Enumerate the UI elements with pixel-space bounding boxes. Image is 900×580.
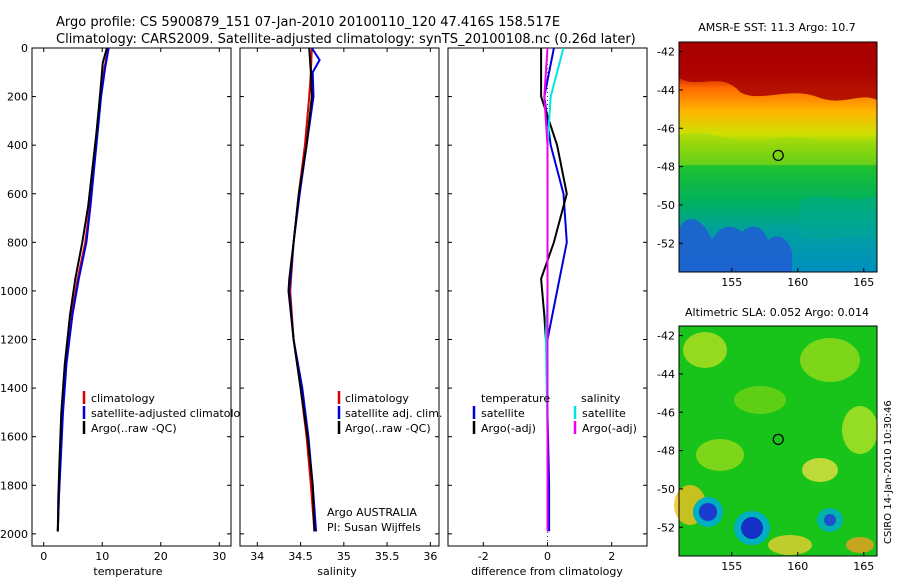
argo-float-marker <box>772 433 784 445</box>
csiro-timestamp: CSIRO 14-Jan-2010 10:30:46 <box>883 400 894 544</box>
sla-anomaly <box>741 517 763 539</box>
cold-water-region <box>679 219 792 272</box>
x-tick-label: 35 <box>337 550 351 563</box>
x-tick-label: 20 <box>154 550 168 563</box>
figure-title-line2: Climatology: CARS2009. Satellite-adjuste… <box>56 32 636 47</box>
sla-anomaly <box>699 503 717 521</box>
sla-anomaly <box>696 439 744 471</box>
y-tick-label: -42 <box>657 46 675 59</box>
mixed-water-region <box>800 196 877 240</box>
sla-anomaly <box>734 386 786 414</box>
y-tick-label: 1200 <box>0 334 28 347</box>
legend-label: satellite adj. clim. <box>345 407 442 420</box>
x-tick-label: 36 <box>423 550 437 563</box>
figure-title-line1: Argo profile: CS 5900879_151 07-Jan-2010… <box>56 15 560 30</box>
x-tick-label: 0 <box>40 550 47 563</box>
y-tick-label: -48 <box>657 445 675 458</box>
y-tick-label: 0 <box>21 42 28 55</box>
legend-label: climatology <box>345 392 409 405</box>
legend-group-title: salinity <box>581 392 621 405</box>
y-tick-label: 1400 <box>0 382 28 395</box>
x-tick-label: 10 <box>95 550 109 563</box>
y-tick-label: -46 <box>657 122 675 135</box>
legend-label: satellite-adjusted climatology <box>91 407 254 420</box>
x-tick-label: 2 <box>608 550 615 563</box>
y-tick-label: 600 <box>7 188 28 201</box>
difference-legend: temperature satellite Argo(-adj) salinit… <box>472 392 637 435</box>
legend-label: Argo(..raw -QC) <box>345 422 431 435</box>
y-tick-label: 1800 <box>0 479 28 492</box>
series-line-satellite-adjusted-climatology <box>56 48 110 532</box>
difference-xlabel: difference from climatology <box>471 565 623 578</box>
y-tick-label: -52 <box>657 237 675 250</box>
x-tick-label: 165 <box>853 560 874 573</box>
y-tick-label: 400 <box>7 139 28 152</box>
x-tick-label: 155 <box>721 276 742 289</box>
x-tick-label: -2 <box>478 550 489 563</box>
salinity-panel: 34 34.5 35 35.5 36 salinity climatology sate… <box>239 47 442 578</box>
y-tick-label: 800 <box>7 236 28 249</box>
y-tick-label: -46 <box>657 406 675 419</box>
salinity-legend: climatology satellite adj. clim. Argo(..… <box>337 391 442 435</box>
difference-panel: -2 0 2 difference from climatology tempera… <box>447 47 648 578</box>
legend-label: satellite <box>582 407 626 420</box>
x-tick-label: 160 <box>787 560 808 573</box>
sla-field-features <box>674 332 878 555</box>
legend-label: Argo(-adj) <box>481 422 536 435</box>
frontal-band <box>679 132 877 165</box>
legend-label: Argo(..raw -QC) <box>91 422 177 435</box>
sla-anomaly <box>683 332 727 368</box>
x-tick-label: 0 <box>544 550 551 563</box>
temperature-panel: 0 10 20 30 0 200 400 600 800 1000 1200 1400 1600 1800… <box>0 42 254 578</box>
y-tick-label: -50 <box>657 199 675 212</box>
sla-map-panel: Altimetric SLA: 0.052 Argo: 0.014 155 160… <box>657 306 878 573</box>
x-tick-label: 155 <box>721 560 742 573</box>
temperature-xlabel: temperature <box>93 565 162 578</box>
sla-anomaly <box>802 458 838 482</box>
x-tick-label: 160 <box>787 276 808 289</box>
salinity-axes-box <box>239 47 440 547</box>
salinity-xlabel: salinity <box>317 565 357 578</box>
pi-annotation: PI: Susan Wijffels <box>327 521 421 534</box>
sst-field-features <box>679 42 877 272</box>
sst-map-title: AMSR-E SST: 11.3 Argo: 10.7 <box>698 21 856 34</box>
y-tick-label: -42 <box>657 330 675 343</box>
temperature-legend: climatology satellite-adjusted climatolo… <box>82 391 254 435</box>
legend-label: climatology <box>91 392 155 405</box>
x-tick-label: 34 <box>250 550 264 563</box>
series-line-argo-raw-qc <box>287 48 316 532</box>
x-tick-label: 30 <box>212 550 226 563</box>
y-tick-label: 200 <box>7 91 28 104</box>
temperature-axes-box <box>31 47 232 547</box>
x-tick-label: 165 <box>853 276 874 289</box>
sla-map-title: Altimetric SLA: 0.052 Argo: 0.014 <box>685 306 869 319</box>
y-tick-label: 1000 <box>0 285 28 298</box>
sla-anomaly <box>824 514 836 526</box>
y-tick-label: -52 <box>657 521 675 534</box>
legend-label: satellite <box>481 407 525 420</box>
y-tick-label: -44 <box>657 368 675 381</box>
argo-australia-annotation: Argo AUSTRALIA <box>327 506 417 519</box>
series-line-argo-raw-qc <box>56 48 108 532</box>
sst-map-frame <box>678 41 878 273</box>
argo-float-marker <box>772 149 784 161</box>
x-tick-label: 34.5 <box>288 550 313 563</box>
y-tick-label: 2000 <box>0 528 28 541</box>
y-tick-label: -50 <box>657 483 675 496</box>
y-tick-label: -44 <box>657 84 675 97</box>
warm-water-region <box>679 42 877 101</box>
sla-anomaly <box>768 535 812 555</box>
y-tick-label: -48 <box>657 161 675 174</box>
sla-anomaly <box>842 406 878 454</box>
legend-label: Argo(-adj) <box>582 422 637 435</box>
y-tick-label: 1600 <box>0 431 28 444</box>
sst-map-panel: AMSR-E SST: 11.3 Argo: 10.7 155 160 165 -42… <box>657 21 878 289</box>
x-tick-label: 35.5 <box>375 550 400 563</box>
sla-map-frame <box>678 325 878 557</box>
series-line-salinity-argo-adj <box>543 48 549 532</box>
legend-group-title: temperature <box>481 392 550 405</box>
sla-anomaly <box>800 338 860 382</box>
sla-anomaly <box>846 537 874 553</box>
